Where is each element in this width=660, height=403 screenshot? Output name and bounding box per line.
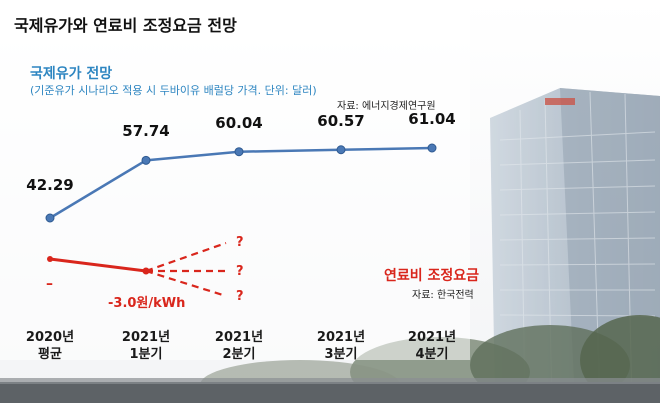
oil-price-section-title: 국제유가 전망 [30,66,113,82]
oil-price-line-chart [45,143,437,223]
fuel-cost-section-title: 연료비 조정요금 [384,268,480,284]
x-axis-category-label: 2020년 평균 [25,330,75,362]
x-axis-category-label: 2021년 4분기 [407,330,457,362]
oil-price-point [234,147,244,157]
fuel-cost-dashed-up [145,241,227,273]
unknown-mark-3: ? [236,289,244,304]
fuel-cost-point-start [47,256,53,262]
oil-price-subtitle: (기준유가 시나리오 적용 시 두바이유 배럴당 가격. 단위: 달러) [30,84,317,97]
fuel-cost-trend-line [49,257,147,273]
oil-price-point [336,145,346,155]
oil-price-value-label: 42.29 [26,176,74,194]
oil-price-point [427,143,437,153]
oil-price-value-label: 60.57 [317,111,365,130]
x-axis-category-label: 2021년 3분기 [316,330,366,362]
fuel-cost-lines: ? ? ? [47,235,244,304]
fuel-cost-start-label: – [46,276,53,292]
unknown-mark-1: ? [236,235,244,250]
oil-price-point [45,213,55,223]
oil-price-value-label: 60.04 [215,113,263,132]
oil-price-source: 자료: 에너지경제연구원 [337,101,436,112]
fuel-cost-dashed-down [145,269,227,298]
oil-price-point [141,155,151,165]
oil-price-value-label: 57.74 [122,122,170,141]
x-axis-category-label: 2021년 2분기 [214,330,264,362]
page-title: 국제유가와 연료비 조정요금 전망 [14,16,237,35]
unknown-mark-2: ? [236,264,244,279]
fuel-cost-source: 자료: 한국전력 [412,290,474,301]
x-axis-category-label: 2021년 1분기 [121,330,171,362]
oil-price-value-label: 61.04 [408,110,456,128]
fuel-cost-value-label: -3.0원/kWh [108,296,186,311]
ground [0,382,660,403]
